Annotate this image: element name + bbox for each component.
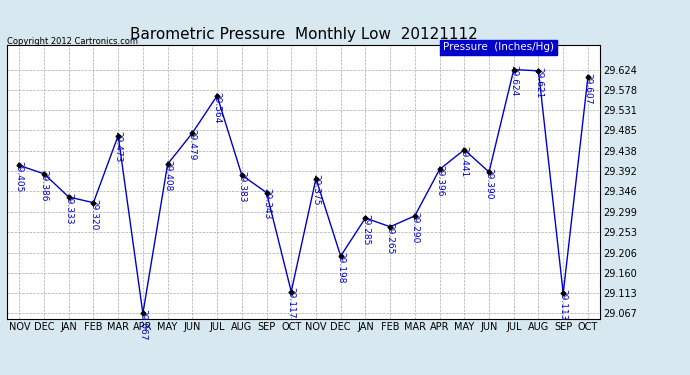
- Text: 29.408: 29.408: [163, 160, 172, 191]
- Text: 29.265: 29.265: [386, 223, 395, 254]
- Text: 29.285: 29.285: [361, 214, 370, 245]
- Text: 29.386: 29.386: [39, 170, 48, 201]
- Text: 29.383: 29.383: [237, 171, 246, 202]
- Text: Copyright 2012 Cartronics.com: Copyright 2012 Cartronics.com: [7, 38, 138, 46]
- Text: 29.375: 29.375: [311, 174, 320, 206]
- Text: 29.405: 29.405: [14, 161, 23, 193]
- Title: Barometric Pressure  Monthly Low  20121112: Barometric Pressure Monthly Low 20121112: [130, 27, 477, 42]
- Text: 29.564: 29.564: [213, 92, 221, 123]
- Text: 29.198: 29.198: [336, 252, 345, 284]
- Text: 29.113: 29.113: [559, 289, 568, 321]
- Text: 29.621: 29.621: [534, 67, 543, 98]
- Text: 29.396: 29.396: [435, 165, 444, 197]
- Text: Pressure  (Inches/Hg): Pressure (Inches/Hg): [443, 42, 554, 52]
- Text: 29.624: 29.624: [509, 65, 518, 97]
- Text: 29.607: 29.607: [584, 73, 593, 104]
- Text: 29.441: 29.441: [460, 146, 469, 177]
- Text: 29.343: 29.343: [262, 189, 271, 220]
- Text: 29.067: 29.067: [139, 309, 148, 341]
- Text: 29.333: 29.333: [64, 193, 73, 224]
- Text: 29.320: 29.320: [89, 198, 98, 230]
- Text: 29.290: 29.290: [411, 211, 420, 243]
- Text: 29.390: 29.390: [484, 168, 493, 200]
- Text: 29.479: 29.479: [188, 129, 197, 160]
- Text: 29.117: 29.117: [287, 287, 296, 319]
- Text: 29.473: 29.473: [114, 132, 123, 163]
